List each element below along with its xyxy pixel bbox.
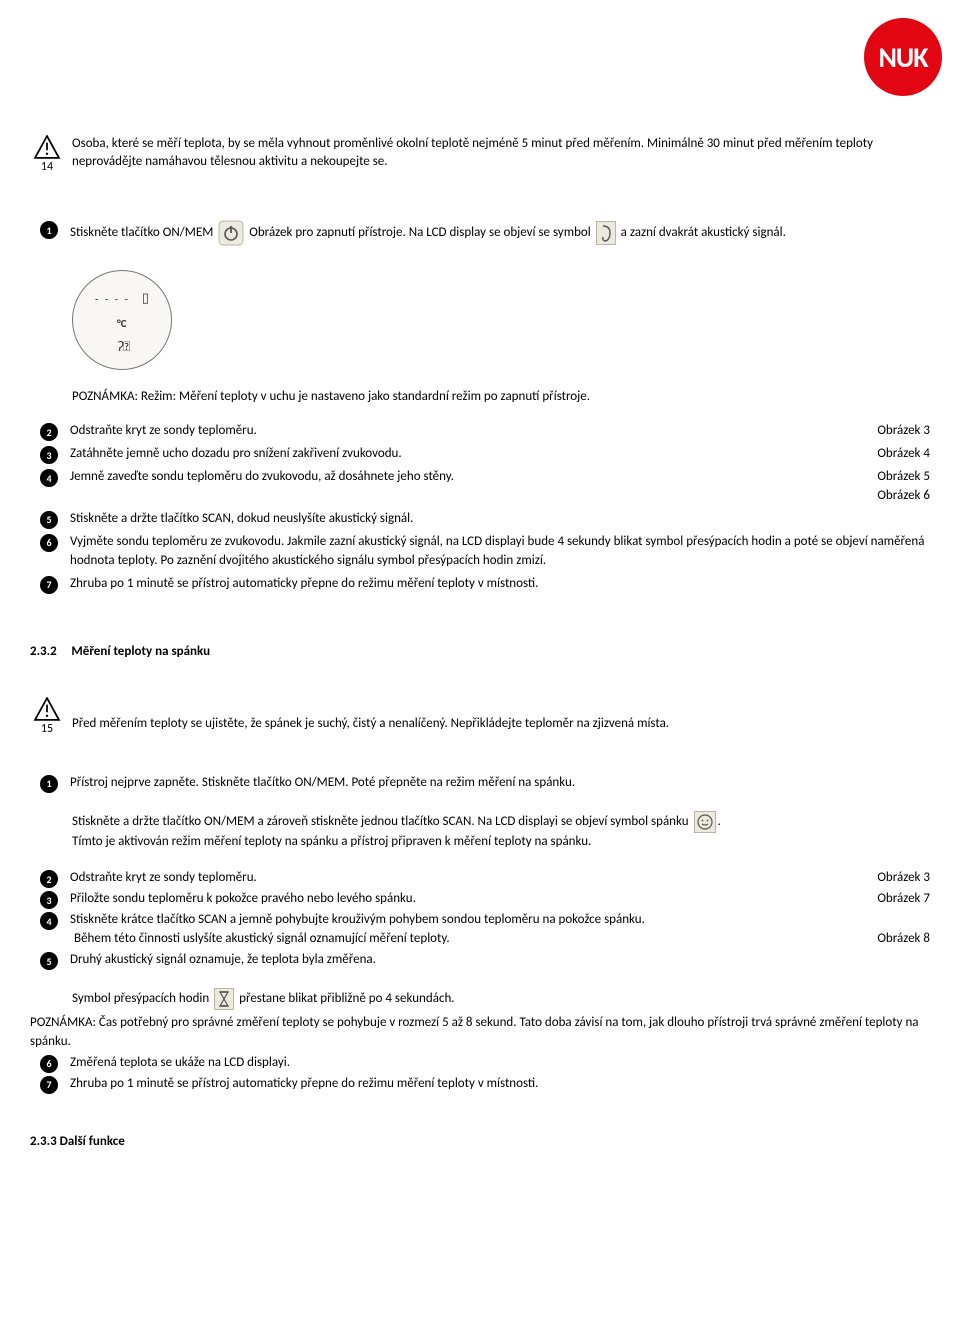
image-ref: Obrázek 8 <box>877 930 930 949</box>
step-bullet: 5 <box>40 511 58 529</box>
brand-logo: NUK <box>864 18 942 96</box>
b-step-6: 6 Změřená teplota se ukáže na LCD displa… <box>40 1054 930 1073</box>
step1-b: Obrázek pro zapnutí přístroje. Na LCD di… <box>249 225 591 240</box>
b-step-1: 1 Přístroj nejprve zapněte. Stiskněte tl… <box>40 774 930 793</box>
hourglass-icon <box>214 988 234 1010</box>
b-hourglass-b: přestane blikat přibližně po 4 sekundách… <box>239 991 454 1006</box>
b-step-1-text: Přístroj nejprve zapněte. Stiskněte tlač… <box>70 774 930 793</box>
note-1: POZNÁMKA: Režim: Měření teploty v uchu j… <box>72 388 930 406</box>
step-5-text: Stiskněte a držte tlačítko SCAN, dokud n… <box>70 510 930 529</box>
step-bullet: 5 <box>40 952 58 970</box>
b-step-4: 4 Stiskněte krátce tlačítko SCAN a jemně… <box>40 911 930 949</box>
b-step-7: 7 Zhruba po 1 minutě se přístroj automat… <box>40 1075 930 1094</box>
image-ref: Obrázek 4 <box>877 445 930 464</box>
step-bullet: 6 <box>40 1055 58 1073</box>
lcd-battery-icon: ▯ <box>142 291 149 306</box>
brand-name: NUK <box>878 40 927 75</box>
image-ref-extra: Obrázek 6 <box>877 487 930 506</box>
section-2-3-3-head: 2.3.3 Další funkce <box>30 1134 930 1149</box>
b-hourglass-a: Symbol přesýpacích hodin <box>72 991 209 1006</box>
warning-triangle-icon: 15 <box>30 697 64 736</box>
step-bullet: 1 <box>40 775 58 793</box>
step-1: 1 Stiskněte tlačítko ON/MEM Obrázek pro … <box>40 220 930 246</box>
b-step-2: 2 Odstraňte kryt ze sondy teploměru. Obrá… <box>40 869 930 888</box>
warning-14-text: Osoba, které se měří teplota, by se měla… <box>72 135 930 171</box>
section-num: 2.3.2 <box>30 644 57 659</box>
b-step-7-text: Zhruba po 1 minutě se přístroj automatic… <box>70 1075 930 1094</box>
image-ref: Obrázek 5 <box>877 468 930 487</box>
image-ref: Obrázek 3 <box>877 422 930 441</box>
step-7: 7 Zhruba po 1 minutě se přístroj automat… <box>40 575 930 594</box>
step-4: 4 Jemně zaveďte sondu teploměru do zvuko… <box>40 468 930 506</box>
step-bullet: 4 <box>40 912 58 930</box>
b-para-b: . <box>718 814 721 829</box>
step-bullet: 6 <box>40 534 58 552</box>
power-button-icon <box>218 220 244 246</box>
step-3: 3 Zatáhněte jemně ucho dozadu pro snížen… <box>40 445 930 464</box>
step-4-text: Jemně zaveďte sondu teploměru do zvukovo… <box>70 468 454 487</box>
step-bullet: 3 <box>40 891 58 909</box>
step-bullet: 7 <box>40 1076 58 1094</box>
lcd-ear-symbol: ʔ᷸ <box>117 338 130 355</box>
step-5: 5 Stiskněte a držte tlačítko SCAN, dokud… <box>40 510 930 529</box>
warning-number: 14 <box>41 160 53 174</box>
step-6-text: Vyjměte sondu teploměru ze zvukovodu. Ja… <box>70 533 930 571</box>
b-hourglass-para: Symbol přesýpacích hodin přestane blikat… <box>72 988 930 1010</box>
step-bullet: 4 <box>40 469 58 487</box>
lcd-display-figure: - - - - ▯ °C ʔ᷸ <box>72 270 172 370</box>
step-7-text: Zhruba po 1 minutě se přístroj automatic… <box>70 575 930 594</box>
b-step-2-text: Odstraňte kryt ze sondy teploměru. <box>70 869 257 888</box>
section-2-3-2-head: 2.3.2 Měření teploty na spánku <box>30 644 930 659</box>
b-para-a: Stiskněte a držte tlačítko ON/MEM a záro… <box>72 814 689 829</box>
b-step-6-text: Změřená teplota se ukáže na LCD displayi… <box>70 1054 930 1073</box>
b-step-3: 3 Přiložte sondu teploměru k pokožce pra… <box>40 890 930 909</box>
step1-a: Stiskněte tlačítko ON/MEM <box>70 225 213 240</box>
ear-symbol-icon <box>596 221 616 245</box>
image-ref: Obrázek 7 <box>877 890 930 909</box>
note-2: POZNÁMKA: Čas potřebný pro správné změře… <box>30 1014 930 1052</box>
warning-15-text: Před měřením teploty se ujistěte, že spá… <box>72 697 930 733</box>
b-para-c: Tímto je aktivován režim měření teploty … <box>72 834 591 849</box>
lcd-degree: °C <box>117 317 127 330</box>
warning-number: 15 <box>41 722 53 736</box>
step-2-text: Odstraňte kryt ze sondy teploměru. <box>70 422 257 441</box>
warning-15: 15 Před měřením teploty se ujistěte, že … <box>30 697 930 736</box>
step-bullet: 3 <box>40 446 58 464</box>
image-ref: Obrázek 3 <box>877 869 930 888</box>
b-step-5-text: Druhý akustický signál oznamuje, že tepl… <box>70 951 930 970</box>
b-step-5: 5 Druhý akustický signál oznamuje, že te… <box>40 951 930 970</box>
b-step-4-text: Stiskněte krátce tlačítko SCAN a jemně p… <box>70 911 930 930</box>
step-bullet: 7 <box>40 576 58 594</box>
b-step-3-text: Přiložte sondu teploměru k pokožce pravé… <box>70 890 416 909</box>
step1-c: a zazní dvakrát akustický signál. <box>621 225 786 240</box>
step-bullet: 1 <box>40 221 58 239</box>
scan-face-icon <box>694 811 716 833</box>
lcd-dashes: - - - - <box>95 293 130 306</box>
step-6: 6 Vyjměte sondu teploměru ze zvukovodu. … <box>40 533 930 571</box>
warning-triangle-icon: 14 <box>30 135 64 174</box>
b-step-4b-text: Během této činnosti uslyšíte akustický s… <box>74 930 450 949</box>
step-bullet: 2 <box>40 870 58 888</box>
section-title: Měření teploty na spánku <box>71 644 210 659</box>
step-3-text: Zatáhněte jemně ucho dozadu pro snížení … <box>70 445 402 464</box>
step-1-text: Stiskněte tlačítko ON/MEM Obrázek pro za… <box>70 220 930 246</box>
step-2: 2 Odstraňte kryt ze sondy teploměru. Obrá… <box>40 422 930 441</box>
step-bullet: 2 <box>40 423 58 441</box>
warning-14: 14 Osoba, které se měří teplota, by se m… <box>30 135 930 174</box>
b-para-scan: Stiskněte a držte tlačítko ON/MEM a záro… <box>72 811 930 852</box>
